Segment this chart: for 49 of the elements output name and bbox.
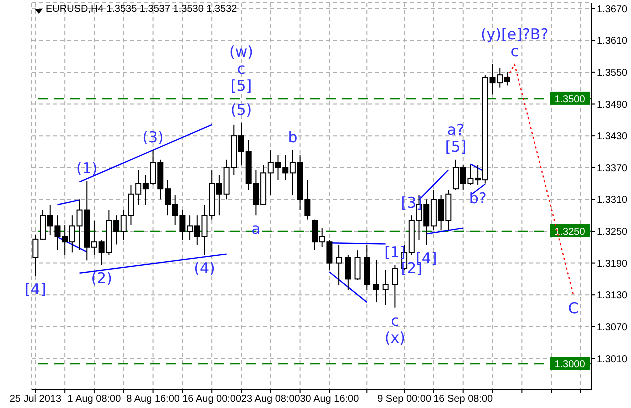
annotation: a? (447, 121, 465, 140)
candlestick (382, 270, 389, 306)
y-tick-label: 1.3430 (597, 132, 628, 143)
annotation: (1) (76, 159, 98, 178)
ref-line-label: 1.3000 (554, 360, 586, 371)
annotation: b? (469, 190, 487, 208)
annotation: (y)[e]?B? (480, 26, 549, 44)
chart-title: EURUSD,H4 1.3535 1.3537 1.3530 1.3532 (46, 4, 238, 15)
annotation: [5] (230, 77, 252, 96)
y-tick-label: 1.3010 (597, 354, 628, 366)
candlestick (354, 250, 361, 281)
annotation: (4) (194, 260, 216, 278)
annotation: b (288, 128, 298, 147)
y-tick-label: 1.3490 (597, 100, 628, 111)
y-tick-label: 1.3070 (597, 322, 628, 334)
annotation: c (510, 42, 519, 61)
annotation: [5] (445, 138, 467, 156)
y-tick-label: 1.3670 (597, 4, 628, 16)
ref-line-label: 1.3250 (554, 226, 586, 238)
x-tick-label: 25 Jul 2013 (10, 394, 62, 406)
annotation: (x) (384, 329, 406, 348)
annotation: a (252, 220, 261, 238)
annotation: (2) (91, 270, 112, 288)
x-tick-label: 16 Sep 08:00 (434, 394, 494, 406)
y-tick-label: 1.3550 (597, 68, 628, 79)
y-tick-label: 1.3370 (597, 163, 628, 174)
candlestick (373, 260, 380, 304)
y-tick-label: 1.3190 (597, 258, 628, 270)
y-tick-label: 1.3250 (597, 227, 628, 238)
x-tick-label: 23 Aug 08:00 (241, 394, 301, 406)
y-tick-label: 1.3130 (597, 290, 628, 302)
ref-line-label: 1.3500 (554, 94, 586, 106)
y-tick-label: 1.3310 (597, 195, 628, 206)
annotation: (5) (230, 101, 252, 120)
x-tick-label: 30 Aug 16:00 (300, 394, 360, 406)
annotation: [4] (25, 280, 46, 298)
annotation: (w) (230, 43, 254, 62)
annotation: c (391, 312, 400, 330)
x-tick-label: 9 Sep 00:00 (378, 394, 432, 406)
y-tick-label: 1.3610 (597, 36, 628, 48)
candlestick (345, 254, 352, 291)
annotation: (3) (142, 128, 164, 147)
x-tick-label: 16 Aug 00:00 (182, 394, 242, 406)
x-tick-label: 8 Aug 16:00 (126, 394, 180, 406)
x-tick-label: 1 Aug 08:00 (68, 394, 122, 406)
annotation: c (237, 60, 246, 78)
annotation: C (568, 299, 579, 318)
candlestick (392, 264, 398, 308)
candlestick (336, 244, 342, 286)
